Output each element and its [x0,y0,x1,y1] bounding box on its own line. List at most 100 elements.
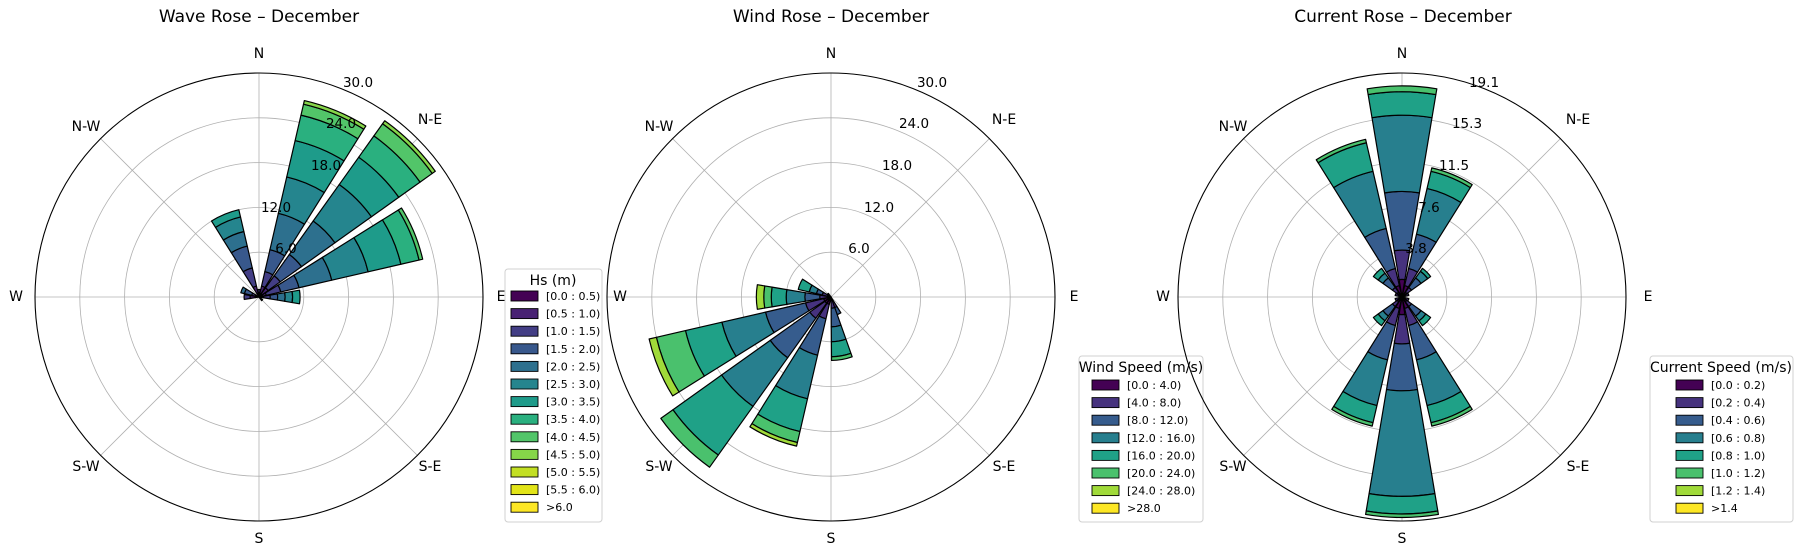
legend-label: [12.0 : 16.0) [1127,432,1195,445]
polar-frame [34,72,484,522]
legend-swatch [1675,414,1704,426]
radial-tick-label: 11.5 [1439,158,1469,174]
legend-label: [5.0 : 5.5) [546,466,600,479]
rose-bar-segment [770,286,788,308]
legend-items: [0.0 : 4.0) [4.0 : 8.0) [8.0 : 12.0) [12.0 … [1091,379,1195,515]
legend-swatch [1091,449,1120,461]
wave-rose-bars [210,99,436,305]
direction-label-s: S [1398,531,1407,547]
legend-swatch [510,396,539,408]
rose-bar-segment [755,284,766,310]
radial-tick-label: 24.0 [899,116,929,132]
legend-label: [0.0 : 4.0) [1127,379,1181,392]
rose-bar-segment [785,289,806,305]
direction-label-s: S [255,531,264,547]
current-rose-legend: Current Speed (m/s) [0.0 : 0.2) [0.2 : 0.… [1649,355,1794,523]
legend-swatch [1675,467,1704,479]
legend-swatch [510,466,539,478]
radial-tick-label: 6.0 [275,241,296,257]
wind-rose-legend: Wind Speed (m/s) [0.0 : 4.0)[4.0 : 8.0)[… [1078,355,1204,523]
grid-spoke [100,296,260,456]
legend-swatch [1091,467,1120,479]
legend-label: >28.0 [1127,502,1161,515]
legend-swatch [510,448,539,460]
direction-label-sw: S-W [645,459,672,475]
current-rose-frame [1177,72,1627,522]
direction-label-w: W [9,289,23,305]
grid-spoke [672,138,832,298]
rose-bar-segment [1366,85,1438,96]
legend-swatch [1091,379,1120,391]
polar-frame [1177,72,1627,522]
direction-label-e: E [1070,289,1079,305]
direction-label-se: S-E [993,459,1016,475]
legend-swatch [1675,379,1704,391]
legend-label: [20.0 : 24.0) [1127,467,1195,480]
legend-swatch [510,290,539,302]
direction-label-s: S [827,531,836,547]
rose-bar-segment [1367,91,1437,119]
radial-tick-label: 30.0 [917,75,947,91]
direction-label-nw: N-W [1219,119,1248,135]
direction-label-w: W [613,289,627,305]
legend-label: [3.5 : 4.0) [546,413,600,426]
legend-swatch [510,378,539,390]
wind-rose-panel: Wind Rose – December N N-E E S-E S S-W W… [606,7,1204,547]
wave-rose-frame [34,72,484,522]
legend-swatch [1675,397,1704,409]
current-rose-title: Current Rose – December [1294,7,1511,27]
rose-bar-segment [269,293,279,301]
rose-bar-segment [1371,114,1433,194]
current-rose-bars [1315,85,1473,519]
legend-label: >1.4 [1711,502,1738,515]
rose-bar-segment [826,292,831,297]
direction-label-nw: N-W [72,119,101,135]
rose-bar-segment [1372,313,1386,327]
wind-rose-direction-labels: N N-E E S-E S S-W W N-W [613,46,1078,547]
rose-bar-segment [660,409,719,468]
rose-bar-segment [1331,405,1374,427]
wind-rose-title: Wind Rose – December [733,7,929,27]
legend-swatch [510,325,539,337]
radial-tick-label: 15.3 [1452,116,1482,132]
legend-label: [1.5 : 2.0) [546,343,600,356]
legend-label: [4.5 : 5.0) [546,448,600,461]
direction-label-e: E [1644,289,1653,305]
rose-bar-segment [1372,267,1386,281]
wave-rose-title: Wave Rose – December [159,7,359,27]
rose-bar-segment [276,292,286,302]
grid-spoke [100,138,260,298]
current-rose-panel: Current Rose – December N N-E E S-E S S-… [1156,7,1794,547]
legend-label: [1.0 : 1.2) [1711,467,1765,480]
rose-bar-segment [1418,313,1432,327]
radial-tick-label: 3.8 [1405,241,1426,257]
rose-bar-segment [240,286,247,295]
legend-label: [3.0 : 3.5) [546,396,600,409]
legend-label: [24.0 : 28.0) [1127,485,1195,498]
grid-spoke [258,296,418,456]
radial-tick-label: 19.1 [1469,75,1499,91]
legend-title: Wind Speed (m/s) [1079,360,1204,376]
radial-tick-label: 7.6 [1418,200,1439,216]
polar-frame [606,72,1056,522]
grid-spoke [1401,296,1561,456]
wave-rose-radial-labels: 6.0 12.0 18.0 24.0 30.0 [261,75,373,257]
direction-label-ne: N-E [1566,112,1590,128]
legend-label: [0.0 : 0.2) [1711,379,1765,392]
rose-bar-segment [1365,493,1439,515]
direction-label-sw: S-W [1219,459,1246,475]
grid-spoke [1401,138,1561,298]
rose-bar-segment [1404,292,1410,297]
current-rose-direction-labels: N N-E E S-E S S-W W N-W [1156,46,1652,547]
rose-bar-segment [1368,388,1436,497]
legend-swatch [510,360,539,372]
wave-rose-legend: Hs (m) [0.0 : 0.5) [0.5 : 1.0) [1.0 : 1.5)… [504,268,603,523]
legend-title: Current Speed (m/s) [1650,360,1792,376]
wave-rose-grid [35,73,483,521]
direction-label-w: W [1156,289,1170,305]
rose-bar-segment [1419,267,1432,280]
direction-label-se: S-E [1567,459,1590,475]
rose-bar-segment [397,207,424,261]
grid-spoke [1243,296,1403,456]
